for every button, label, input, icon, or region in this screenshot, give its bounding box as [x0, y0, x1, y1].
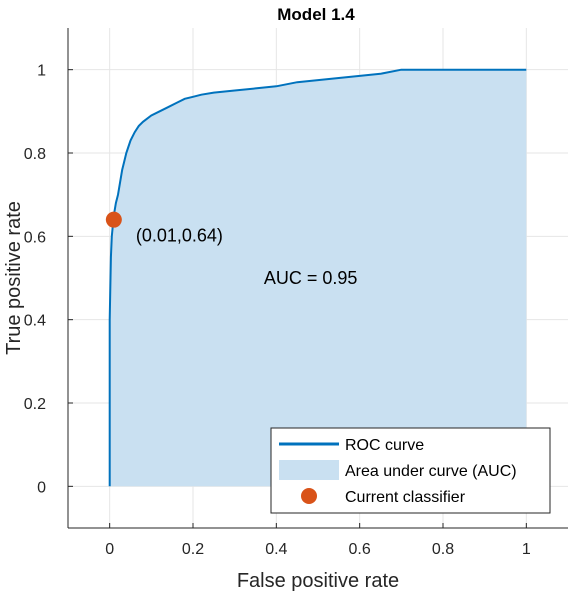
y-tick-label: 1 — [37, 63, 46, 80]
legend-area-swatch — [279, 460, 339, 480]
x-tick-label: 0.4 — [265, 541, 287, 558]
legend-classifier-label: Current classifier — [345, 489, 466, 506]
auc-label: AUC = 0.95 — [264, 268, 358, 288]
y-tick-label: 0.6 — [24, 229, 46, 246]
x-tick-label: 0.2 — [182, 541, 204, 558]
y-tick-label: 0.2 — [24, 396, 46, 413]
legend-roc-label: ROC curve — [345, 437, 424, 454]
y-tick-label: 0.8 — [24, 146, 46, 163]
x-axis-title: False positive rate — [237, 570, 399, 592]
x-tick-label: 0.8 — [432, 541, 454, 558]
axes — [67, 28, 568, 529]
y-tick-label: 0.4 — [24, 313, 46, 330]
roc-curve-line — [108, 68, 527, 487]
chart-title: Model 1.4 — [277, 5, 355, 24]
x-tick-label: 0.6 — [349, 541, 371, 558]
y-axis-title: True positive rate — [3, 201, 25, 355]
legend-marker-swatch — [301, 488, 317, 504]
auc-area — [109, 69, 527, 487]
x-tick-label: 0 — [105, 541, 114, 558]
current-classifier-point — [105, 211, 122, 228]
current-classifier-label: (0.01,0.64) — [136, 226, 223, 246]
tick-labels: 0 0.2 0.4 0.6 0.8 1 0 0.2 0.4 0.6 0.8 1 — [24, 63, 531, 558]
legend-area-label: Area under curve (AUC) — [345, 463, 517, 480]
y-tick-label: 0 — [37, 479, 46, 496]
x-tick-label: 1 — [522, 541, 531, 558]
legend: ROC curve Area under curve (AUC) Current… — [270, 427, 551, 514]
